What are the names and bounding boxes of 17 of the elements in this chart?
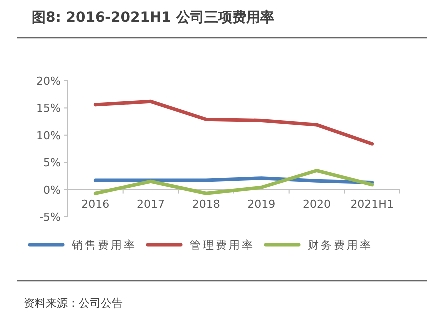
y-tick-label: 15% (36, 102, 61, 116)
title: 图8: 2016-2021H1 公司三项费用率 (32, 10, 274, 26)
annotation: 资料来源：公司公告 (24, 297, 123, 310)
x-tick-label: 2017 (137, 198, 165, 211)
y-tick-label: 20% (36, 75, 61, 88)
x-tick-label: 2021H1 (350, 198, 394, 211)
x-tick-label: 2016 (82, 198, 110, 211)
x-tick-label: 2019 (248, 198, 276, 211)
y-tick-label: 10% (36, 129, 61, 142)
legend-label: 销售费用率 (71, 239, 137, 252)
legend-label: 财务费用率 (308, 239, 373, 252)
x-tick-label: 2020 (303, 198, 331, 211)
y-tick-label: 5% (44, 156, 61, 170)
y-tick-label: 0% (44, 184, 61, 197)
x-tick-label: 2018 (192, 198, 220, 211)
y-tick-label: -5% (40, 211, 61, 224)
legend-label: 管理费用率 (190, 239, 255, 252)
